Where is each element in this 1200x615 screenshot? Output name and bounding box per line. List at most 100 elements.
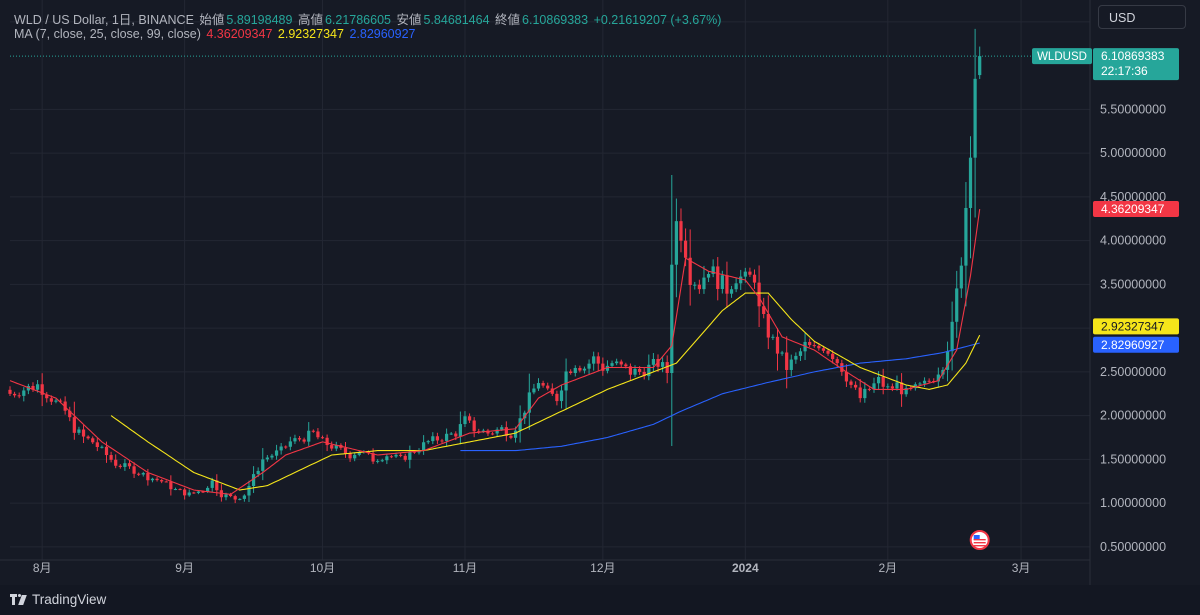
- candle-body: [592, 356, 596, 364]
- ma99-value: 2.82960927: [349, 27, 416, 41]
- candle-body: [68, 410, 72, 418]
- candle-body: [261, 459, 265, 471]
- candle-body: [132, 466, 136, 474]
- candle-body: [509, 435, 513, 438]
- candle-body: [495, 429, 499, 434]
- ma7-line: [9, 209, 981, 495]
- candle-body: [794, 355, 798, 360]
- candle-body: [35, 384, 40, 390]
- y-tick-label: 4.50000000: [1100, 190, 1166, 204]
- candle-body: [660, 362, 665, 367]
- candle-body: [380, 460, 384, 462]
- y-tick-label: 2.00000000: [1100, 409, 1166, 423]
- ma25-tag-bg: [1093, 318, 1179, 335]
- candle-body: [403, 455, 407, 460]
- candle-body: [642, 371, 646, 377]
- candle-body: [849, 381, 853, 385]
- open-label: 始値: [199, 13, 225, 27]
- x-tick-label: 12月: [590, 561, 615, 575]
- candle-body: [72, 417, 76, 433]
- candle-body: [431, 436, 435, 442]
- ma99-tag-bg: [1093, 336, 1179, 353]
- flag-stripe: [973, 545, 986, 547]
- price-tag-bg: [1093, 48, 1179, 81]
- candle-body: [173, 489, 178, 491]
- ma25-line: [110, 292, 981, 491]
- candle-body: [610, 363, 614, 366]
- candle-body: [500, 427, 504, 430]
- candle-body: [555, 393, 559, 402]
- candle-body: [206, 487, 210, 492]
- candle-body: [270, 455, 274, 458]
- candle-body: [293, 438, 297, 442]
- candle-body: [633, 368, 637, 375]
- candle-body: [785, 352, 789, 370]
- open-value: 5.89198489: [226, 13, 293, 27]
- ma99-axis-tag: 2.82960927: [1093, 336, 1179, 353]
- candle-body: [605, 365, 610, 371]
- candle-body: [679, 221, 683, 241]
- candle-body: [674, 221, 678, 265]
- candle-body: [376, 460, 380, 462]
- candle-body: [77, 429, 81, 433]
- candle-body: [196, 491, 201, 493]
- candle-body: [716, 266, 720, 289]
- symbol-title: WLD / US Dollar, 1日, BINANCE: [14, 13, 194, 27]
- ma25-axis-tag: 2.92327347: [1093, 318, 1179, 335]
- candle-body: [587, 363, 591, 369]
- candle-body: [513, 430, 518, 438]
- candle-body: [775, 336, 780, 354]
- tradingview-logo[interactable]: TradingView: [10, 592, 106, 607]
- candle-body: [435, 436, 440, 441]
- candle-body: [412, 451, 417, 453]
- candle-body: [624, 364, 628, 367]
- candle-body: [472, 420, 476, 432]
- candle-body: [86, 436, 90, 439]
- candle-body: [743, 271, 747, 277]
- candle-body: [486, 430, 490, 434]
- candle-body: [169, 481, 173, 490]
- candle-body: [564, 371, 568, 391]
- footer-bar: TradingView: [0, 585, 1200, 615]
- candle-body: [702, 277, 706, 290]
- candle-body: [26, 386, 30, 391]
- candle-body: [559, 390, 564, 402]
- candle-body: [45, 394, 49, 399]
- candle-body: [899, 382, 904, 395]
- candle-body: [256, 470, 260, 475]
- candle-body: [137, 473, 141, 475]
- candle-body: [288, 441, 292, 447]
- candle-body: [449, 433, 453, 435]
- candle-body: [49, 398, 53, 402]
- currency-button[interactable]: USD: [1098, 5, 1186, 29]
- candle-body: [872, 383, 876, 390]
- symbol-tag-label: WLDUSD: [1037, 51, 1087, 63]
- candle-body: [284, 446, 288, 448]
- candle-body: [371, 453, 375, 462]
- candle-body: [734, 283, 738, 290]
- candle-body: [683, 240, 688, 258]
- candle-body: [840, 363, 844, 372]
- price-chart[interactable]: 6.500000005.500000005.000000004.50000000…: [0, 0, 1200, 585]
- candle-body: [798, 351, 803, 356]
- ohlc-legend: WLD / US Dollar, 1日, BINANCE 始値 5.8919848…: [14, 9, 723, 28]
- candle-body: [316, 431, 320, 438]
- flag-stripe: [973, 539, 986, 541]
- ma-legend: MA (7, close, 25, close, 99, close) 4.36…: [14, 27, 417, 41]
- candle-body: [224, 494, 228, 498]
- candle-body: [527, 392, 531, 413]
- ma7-value: 4.36209347: [206, 27, 273, 41]
- y-tick-label: 5.50000000: [1100, 102, 1166, 116]
- candle-body: [311, 430, 315, 432]
- high-value: 6.21786605: [324, 13, 391, 27]
- ma25-tag-label: 2.92327347: [1101, 319, 1165, 333]
- candle-body: [8, 389, 12, 394]
- candle-body: [854, 384, 858, 388]
- candle-body: [844, 371, 849, 382]
- candle-body: [247, 486, 251, 496]
- candle-body: [812, 345, 816, 347]
- candle-body: [771, 336, 775, 338]
- candle-body: [467, 416, 472, 421]
- candle-body: [454, 433, 458, 437]
- candle-body: [546, 385, 550, 389]
